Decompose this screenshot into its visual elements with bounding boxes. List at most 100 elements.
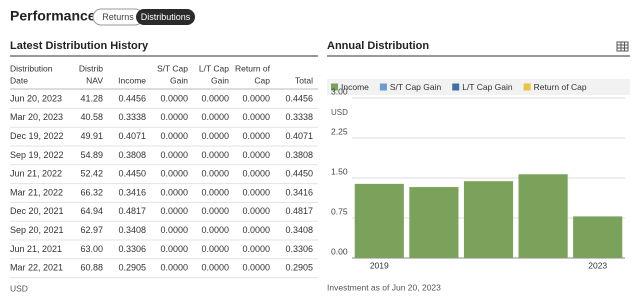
- table-cell: 0.0000: [201, 131, 229, 141]
- x-tick-label: 2023: [588, 260, 607, 270]
- table-cell: 0.3808: [118, 150, 146, 160]
- table-cell: 63.00: [80, 244, 103, 254]
- table-cell: 0.0000: [160, 244, 188, 254]
- table-cell: 0.4817: [118, 206, 146, 216]
- tab-label[interactable]: Distributions: [141, 12, 191, 22]
- table-cell: 0.3408: [285, 225, 313, 235]
- table-cell: 0.0000: [160, 131, 188, 141]
- legend-swatch: [523, 83, 531, 91]
- table-cell: Mar 22, 2021: [10, 263, 63, 273]
- table-cell: 0.4817: [285, 206, 313, 216]
- column-header: NAV: [86, 75, 103, 85]
- table-cell: 0.0000: [201, 150, 229, 160]
- table-cell: 0.0000: [242, 263, 270, 273]
- table-cell: 0.0000: [242, 169, 270, 179]
- table-cell: 0.0000: [201, 169, 229, 179]
- table-cell: 0.0000: [160, 93, 188, 103]
- legend-label: Income: [341, 82, 369, 92]
- table-cell: 0.3808: [285, 150, 313, 160]
- table-cell: 0.0000: [160, 225, 188, 235]
- legend-label: Return of Cap: [534, 82, 587, 92]
- bar: [518, 174, 568, 258]
- bar: [463, 181, 514, 258]
- column-header: Distribution: [10, 63, 53, 73]
- table-cell: 0.3416: [285, 187, 313, 197]
- table-cell: 0.4456: [285, 93, 313, 103]
- legend-label: S/T Cap Gain: [390, 82, 442, 92]
- y-tick-label: 1.50: [331, 166, 348, 176]
- table-cell: 66.32: [80, 187, 103, 197]
- column-header: Return of: [235, 63, 271, 73]
- table-cell: 0.0000: [160, 169, 188, 179]
- footnote: Investment as of Jun 20, 2023: [327, 282, 441, 292]
- table-cell: 52.42: [80, 169, 103, 179]
- table-cell: 0.0000: [242, 150, 270, 160]
- table-cell: 54.89: [80, 150, 103, 160]
- bar: [409, 187, 459, 258]
- tab-label[interactable]: Returns: [102, 12, 134, 22]
- table-cell: 0.3306: [285, 244, 313, 254]
- table-cell: 0.2905: [285, 263, 313, 273]
- table-cell: 62.97: [80, 225, 103, 235]
- legend-swatch: [331, 83, 338, 91]
- column-header: Distrib: [79, 63, 103, 73]
- column-header: S/T Cap: [157, 63, 188, 73]
- column-header: Gain: [211, 75, 229, 85]
- column-header: Cap: [254, 75, 270, 85]
- legend-swatch: [379, 83, 387, 91]
- section-title: Performance: [10, 8, 96, 24]
- column-header: Total: [295, 75, 313, 85]
- y-tick-label: 0.00: [331, 246, 348, 256]
- table-cell: 41.28: [80, 93, 103, 103]
- table-cell: 0.0000: [160, 206, 188, 216]
- table-cell: 40.58: [80, 112, 103, 122]
- bar: [354, 183, 404, 258]
- legend-background: [327, 79, 630, 95]
- column-header: Date: [10, 75, 28, 85]
- table-cell: 0.0000: [242, 112, 270, 122]
- table-cell: 0.0000: [201, 112, 229, 122]
- table-cell: 0.0000: [201, 93, 229, 103]
- table-cell: 0.0000: [242, 93, 270, 103]
- table-cell: Dec 20, 2021: [10, 206, 64, 216]
- table-cell: Mar 21, 2022: [10, 187, 63, 197]
- chart-title: Annual Distribution: [327, 40, 429, 52]
- table-cell: Dec 19, 2022: [10, 131, 64, 141]
- table-cell: 0.0000: [160, 150, 188, 160]
- table-cell: 0.0000: [201, 244, 229, 254]
- bar: [573, 216, 623, 258]
- table-cell: 0.3338: [285, 112, 313, 122]
- table-cell: 0.0000: [160, 112, 188, 122]
- table-cell: 0.4071: [285, 131, 313, 141]
- table-cell: 0.0000: [201, 263, 229, 273]
- table-cell: 0.0000: [242, 225, 270, 235]
- table-cell: 0.3408: [118, 225, 146, 235]
- table-cell: Jun 20, 2023: [10, 93, 62, 103]
- y-tick-label: 3.00: [331, 86, 348, 96]
- table-cell: 60.88: [80, 263, 103, 273]
- table-cell: 0.3338: [118, 112, 146, 122]
- column-header: Gain: [170, 75, 188, 85]
- column-header: Income: [118, 75, 146, 85]
- table-cell: 0.4450: [285, 169, 313, 179]
- table-cell: Mar 20, 2023: [10, 112, 63, 122]
- table-cell: 0.0000: [201, 206, 229, 216]
- table-cell: Jun 21, 2021: [10, 244, 62, 254]
- tab-selected[interactable]: [136, 9, 195, 25]
- table-cell: 0.0000: [160, 263, 188, 273]
- table-cell: 64.94: [80, 206, 103, 216]
- table-cell: 0.0000: [201, 225, 229, 235]
- table-cell: Sep 19, 2022: [10, 150, 64, 160]
- table-cell: 49.91: [80, 131, 103, 141]
- table-cell: 0.4450: [118, 169, 146, 179]
- y-unit: USD: [331, 108, 348, 117]
- y-tick-label: 2.25: [331, 126, 348, 136]
- table-cell: 0.0000: [242, 206, 270, 216]
- table-cell: 0.4071: [118, 131, 146, 141]
- table-cell: 0.3416: [118, 187, 146, 197]
- x-tick-label: 2019: [370, 260, 389, 270]
- table-icon[interactable]: [616, 41, 629, 52]
- table-cell: Sep 20, 2021: [10, 225, 64, 235]
- table-cell: 0.0000: [201, 187, 229, 197]
